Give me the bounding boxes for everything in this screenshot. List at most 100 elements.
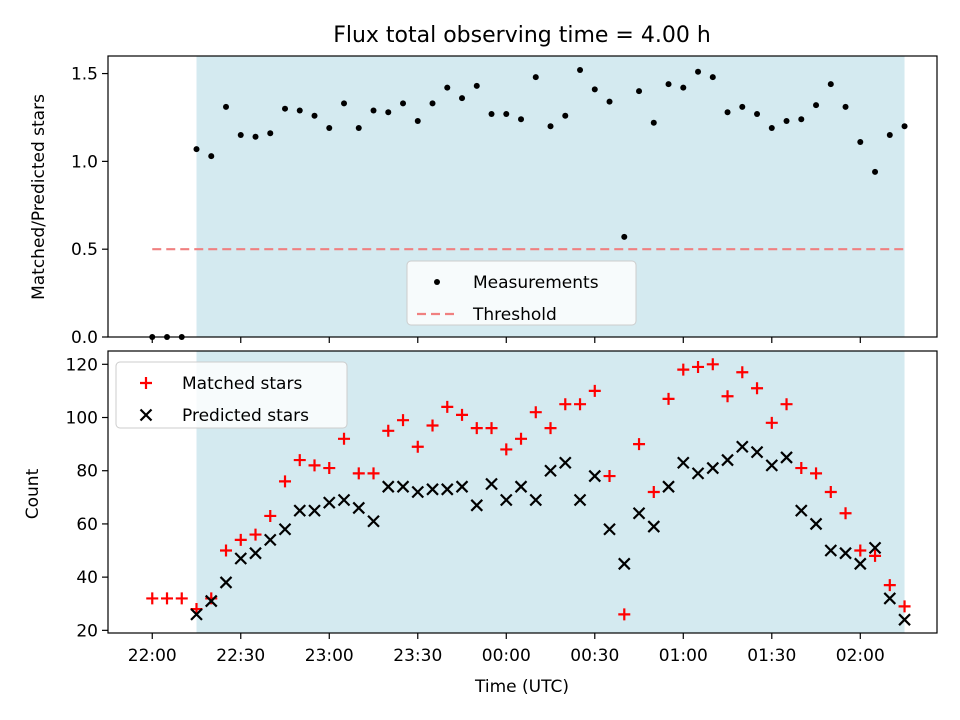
- matched-star-point: [544, 422, 557, 435]
- predicted-star-point: [573, 493, 587, 507]
- predicted-star-point: [337, 493, 351, 507]
- matched-star-point: [397, 414, 410, 427]
- predicted-star-point: [204, 594, 218, 608]
- predicted-star-point: [677, 456, 690, 470]
- measurement-point: [488, 110, 495, 117]
- matched-star-point: [426, 419, 439, 432]
- measurement-point: [208, 153, 215, 160]
- measurement-point: [252, 133, 259, 140]
- predicted-star-point: [411, 485, 425, 499]
- x-tick-label: 02:00: [836, 646, 885, 666]
- predicted-star-point: [322, 496, 336, 509]
- matched-star-point: [352, 467, 365, 480]
- measurement-point: [680, 84, 687, 91]
- legend-plus-marker: [140, 377, 152, 389]
- chart-title: Flux total observing time = 4.00 h: [333, 23, 711, 48]
- matched-star-point: [736, 366, 749, 379]
- predicted-star-point: [308, 504, 321, 517]
- predicted-star-point: [352, 501, 366, 515]
- measurement-point: [237, 132, 244, 139]
- predicted-star-point: [559, 456, 572, 470]
- predicted-star-point: [219, 576, 233, 589]
- predicted-star-point: [868, 541, 882, 555]
- top-legend: Measurements Threshold: [406, 260, 637, 326]
- x-tick-label: 23:00: [305, 646, 354, 666]
- bottom-y-tick-label: 60: [76, 515, 98, 535]
- measurement-point: [503, 110, 510, 117]
- predicted-star-point: [795, 504, 808, 517]
- predicted-star-point: [691, 467, 705, 480]
- measurement-point: [326, 125, 333, 132]
- matched-star-point: [500, 443, 513, 456]
- legend-label: Predicted stars: [182, 406, 309, 426]
- predicted-star-point: [898, 613, 911, 626]
- chart-plot-layer: 0.0 0.5 1.0 1.5 20 40 60 80 100 120 22:00 22:30 23:0…: [66, 55, 938, 666]
- bottom-y-tick-label: 40: [76, 568, 98, 588]
- matched-star-point: [515, 432, 528, 445]
- x-axis-label: Time (UTC): [474, 677, 569, 697]
- matched-star-point: [411, 440, 424, 453]
- matched-star-point: [795, 462, 808, 475]
- matched-star-point: [456, 408, 469, 421]
- measurement-point: [547, 123, 554, 130]
- measurement-point: [444, 84, 451, 91]
- top-axes-frame: [107, 55, 938, 338]
- legend-x-marker: [139, 408, 153, 422]
- measurement-point: [842, 103, 849, 110]
- measurement-point: [739, 103, 746, 110]
- predicted-star-point: [824, 544, 838, 557]
- matched-star-point: [633, 438, 646, 451]
- predicted-star-point: [721, 453, 734, 467]
- x-tick-label: 00:00: [482, 646, 531, 666]
- predicted-star-point: [455, 480, 469, 493]
- x-tick-label: 01:30: [747, 646, 796, 666]
- matched-star-point: [308, 459, 321, 472]
- measurement-point: [311, 112, 318, 119]
- matched-star-point: [559, 398, 572, 411]
- predicted-star-point: [588, 469, 602, 483]
- x-tick-label: 01:00: [659, 646, 708, 666]
- measurement-point: [754, 110, 761, 117]
- predicted-star-point: [440, 483, 454, 496]
- matched-star-point: [161, 592, 174, 605]
- measurement-point: [267, 130, 274, 137]
- measurement-point: [591, 86, 598, 93]
- matched-star-point: [146, 592, 159, 605]
- matched-star-point: [706, 358, 719, 371]
- matched-star-point: [338, 432, 351, 445]
- measurement-point: [296, 107, 303, 114]
- matched-star-point: [441, 400, 454, 413]
- bottom-y-tick-label: 20: [76, 621, 98, 641]
- predicted-star-point: [736, 440, 749, 454]
- matched-star-point: [780, 398, 793, 411]
- measurement-point: [798, 116, 805, 123]
- matched-star-point: [854, 544, 867, 557]
- measurement-point: [370, 107, 377, 114]
- matched-star-point: [765, 416, 778, 429]
- predicted-star-point: [190, 608, 203, 621]
- measurement-point: [341, 100, 348, 107]
- predicted-star-point: [499, 493, 513, 507]
- predicted-star-point: [854, 557, 867, 571]
- predicted-star-point: [839, 546, 852, 560]
- matched-star-point: [367, 467, 380, 480]
- matched-star-point: [869, 549, 882, 562]
- predicted-star-point: [249, 546, 262, 560]
- top-y-axis-label: Matched/Predicted stars: [29, 94, 49, 300]
- predicted-star-point: [485, 477, 498, 491]
- bottom-axes-frame: [107, 350, 938, 634]
- measurement-point: [282, 105, 289, 112]
- matched-star-point: [751, 382, 764, 395]
- legend-label: Measurements: [473, 273, 599, 293]
- matched-star-point: [264, 509, 277, 522]
- bottom-legend-box: [115, 361, 348, 429]
- matched-star-point: [234, 533, 247, 546]
- measurement-point: [473, 82, 480, 89]
- predicted-star-point: [470, 499, 484, 512]
- measurement-point: [621, 233, 628, 240]
- measurement-point: [400, 100, 407, 107]
- matched-star-point: [323, 462, 336, 475]
- x-tick-label: 22:30: [216, 646, 265, 666]
- predicted-star-point: [263, 533, 277, 547]
- top-series-measurements: [149, 67, 908, 340]
